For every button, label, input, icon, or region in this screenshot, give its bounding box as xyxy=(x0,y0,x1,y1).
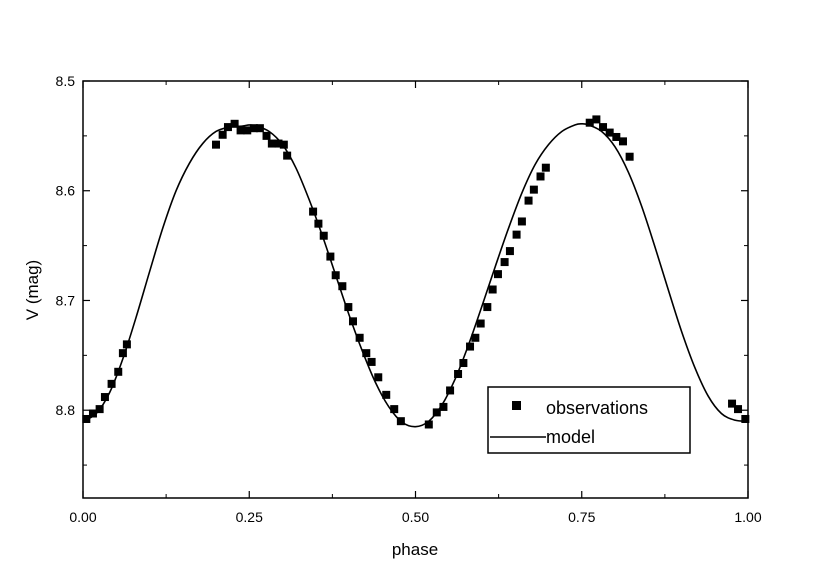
observation-point xyxy=(326,252,335,261)
observation-point xyxy=(517,217,526,226)
observation-point xyxy=(396,417,405,426)
observation-point xyxy=(362,349,371,358)
observation-point xyxy=(279,140,288,149)
observation-point xyxy=(374,373,383,382)
observation-point xyxy=(274,139,283,148)
observation-point xyxy=(382,390,391,399)
observation-point xyxy=(536,172,545,181)
x-axis-label: phase xyxy=(392,540,438,559)
observation-point xyxy=(446,386,455,395)
legend-box xyxy=(487,386,691,454)
observation-point xyxy=(249,124,258,133)
observation-point xyxy=(424,420,433,429)
observation-point xyxy=(459,359,468,368)
legend-observations-marker xyxy=(512,401,521,410)
observation-point xyxy=(331,271,340,280)
observation-point xyxy=(355,333,364,342)
observation-point xyxy=(454,370,463,378)
observation-point xyxy=(432,408,441,417)
observation-point xyxy=(605,128,614,137)
observation-point xyxy=(267,139,276,148)
x-tick-label: 0.50 xyxy=(402,509,429,525)
observation-point xyxy=(612,132,621,141)
observation-point xyxy=(95,405,104,414)
observation-point xyxy=(471,333,480,342)
observation-point xyxy=(344,303,353,312)
observation-point xyxy=(309,207,318,216)
observation-point xyxy=(118,349,127,358)
observation-point xyxy=(728,399,737,408)
legend: observations model xyxy=(487,386,691,454)
observation-point xyxy=(338,282,347,291)
observation-point xyxy=(493,270,502,279)
x-tick-label: 0.25 xyxy=(236,509,263,525)
observation-point xyxy=(488,285,497,294)
observation-point xyxy=(212,140,220,149)
observation-point xyxy=(529,185,538,194)
observation-point xyxy=(122,340,131,349)
observation-point xyxy=(348,317,357,326)
legend-observations-label: observations xyxy=(546,398,648,418)
y-tick-label: 8.7 xyxy=(56,292,76,308)
observation-point xyxy=(505,247,514,256)
observation-point xyxy=(439,402,448,411)
x-tick-label: 0.75 xyxy=(568,509,595,525)
observation-point xyxy=(367,357,376,366)
observation-point xyxy=(512,230,521,239)
observation-point xyxy=(476,319,485,328)
observation-point xyxy=(599,123,608,132)
observation-point xyxy=(625,152,634,161)
x-tick-label: 1.00 xyxy=(734,509,761,525)
axis-ticks xyxy=(82,80,749,498)
y-tick-label: 8.8 xyxy=(56,402,76,418)
observation-point xyxy=(88,409,97,418)
observation-point xyxy=(82,414,91,423)
observation-point xyxy=(466,342,475,351)
observation-point xyxy=(541,163,550,172)
observation-point xyxy=(114,367,123,376)
observation-points xyxy=(82,115,750,429)
observation-point xyxy=(592,115,601,124)
observation-point xyxy=(319,231,328,240)
observation-point xyxy=(107,379,116,388)
observation-point xyxy=(283,151,292,160)
x-tick-label: 0.00 xyxy=(69,509,96,525)
observation-point xyxy=(100,393,109,402)
observation-point xyxy=(243,126,252,135)
axis-tick-labels: 0.00 0.25 0.50 0.75 1.00 8.5 8.6 8.7 8.8 xyxy=(56,73,762,525)
observation-point xyxy=(218,130,227,139)
observation-point xyxy=(236,126,245,135)
observation-point xyxy=(585,118,594,127)
observation-point xyxy=(483,303,492,312)
observation-point xyxy=(223,123,232,132)
observation-point xyxy=(741,414,750,423)
observation-point xyxy=(255,124,264,133)
observation-point xyxy=(734,405,743,414)
observation-point xyxy=(524,196,533,205)
observation-point xyxy=(262,131,271,140)
y-tick-label: 8.6 xyxy=(56,183,76,199)
model-line xyxy=(82,122,749,428)
y-tick-label: 8.5 xyxy=(56,73,76,89)
legend-model-label: model xyxy=(546,427,595,447)
observation-point xyxy=(314,219,323,228)
observation-point xyxy=(618,137,627,146)
observation-point xyxy=(390,405,399,414)
y-axis-label: V (mag) xyxy=(23,260,42,320)
observation-point xyxy=(230,119,239,128)
observation-point xyxy=(500,258,509,267)
